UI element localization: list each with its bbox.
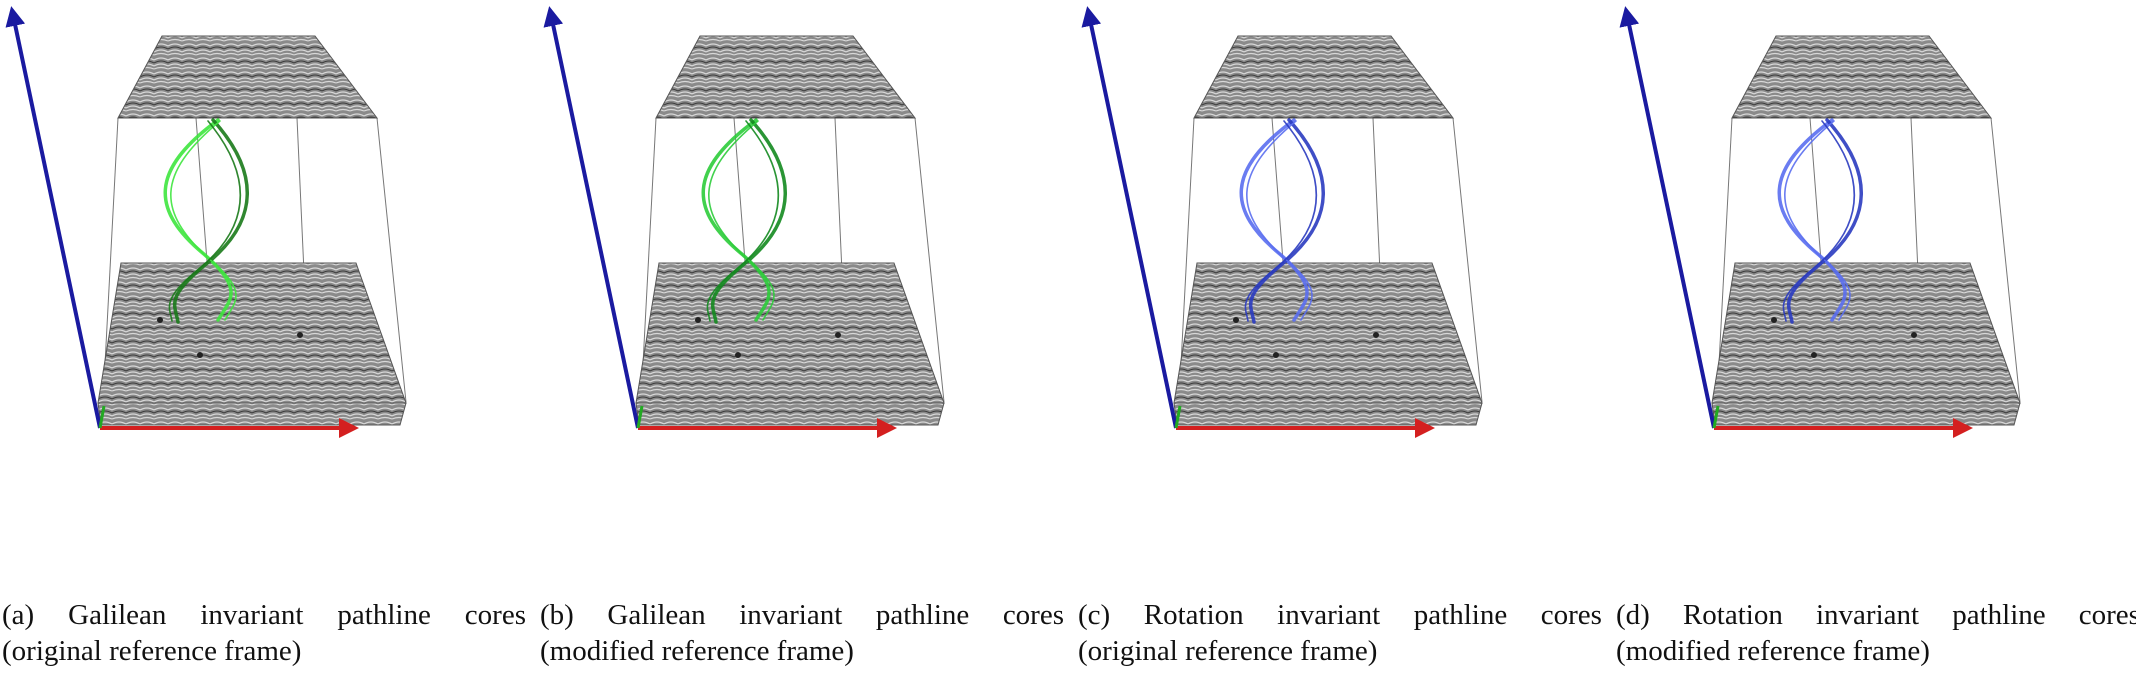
pathline-core xyxy=(701,118,771,322)
pathline-core xyxy=(1246,120,1313,321)
pathline-core xyxy=(1786,118,1863,324)
pathline-core xyxy=(710,118,787,324)
vortex-center xyxy=(1373,332,1379,338)
panel-a-caption: (a) Galilean invariant pathline cores (o… xyxy=(2,597,526,669)
bottom-plane-edge xyxy=(1711,402,2021,426)
panel-a-render xyxy=(5,6,407,438)
caption-line1: (a) Galilean invariant pathline cores xyxy=(2,597,526,633)
vertical-axis-arrow xyxy=(5,6,102,429)
depth-axis xyxy=(636,405,644,429)
vertical-axis-arrow xyxy=(1619,6,1716,429)
panel-a: (a) Galilean invariant pathline cores (o… xyxy=(0,0,534,678)
caption-word: invariant xyxy=(200,599,304,631)
caption-line1: (b) Galilean invariant pathline cores xyxy=(540,597,1064,633)
bottom-plane-edge xyxy=(97,402,407,426)
pathline-cores xyxy=(1777,118,1863,324)
pathline-core xyxy=(1784,120,1851,321)
caption-word: invariant xyxy=(1277,599,1381,631)
panel-c-render xyxy=(1081,6,1483,438)
vortex-center xyxy=(157,317,163,323)
bottom-plane-edge xyxy=(635,402,945,426)
vortex-center xyxy=(1911,332,1917,338)
panel-c: (c) Rotation invariant pathline cores (o… xyxy=(1076,0,1610,678)
caption-line1: (d) Rotation invariant pathline cores xyxy=(1616,597,2136,633)
caption-word: pathline xyxy=(337,599,431,631)
pathline-core xyxy=(708,120,775,321)
caption-line1: (c) Rotation invariant pathline cores xyxy=(1078,597,1602,633)
bottom-plane xyxy=(1711,262,2021,404)
caption-word: pathline xyxy=(875,599,970,631)
panel-d-caption: (d) Rotation invariant pathline cores (m… xyxy=(1616,597,2136,669)
depth-axis xyxy=(98,405,106,429)
vertical-axis-arrow xyxy=(543,6,640,429)
bottom-plane xyxy=(1173,262,1483,404)
caption-word: cores xyxy=(1002,599,1064,631)
pathline-cores xyxy=(701,118,787,324)
caption-word: Galilean xyxy=(607,599,706,631)
caption-word: invariant xyxy=(739,599,843,631)
depth-axis xyxy=(1712,405,1720,429)
pathline-core xyxy=(170,120,237,321)
panel-b-render xyxy=(543,6,945,438)
vortex-center xyxy=(735,352,741,358)
caption-word: cores xyxy=(1540,599,1602,631)
caption-word: (c) xyxy=(1078,599,1111,631)
caption-word: Rotation xyxy=(1143,599,1244,631)
vortex-center xyxy=(297,332,303,338)
top-plane xyxy=(655,35,917,119)
bottom-plane xyxy=(97,262,407,404)
vortex-center xyxy=(1233,317,1239,323)
vortex-center xyxy=(695,317,701,323)
panel-d: (d) Rotation invariant pathline cores (m… xyxy=(1614,0,2136,678)
pathline-core xyxy=(1239,118,1309,322)
pathline-core xyxy=(172,118,249,324)
caption-word: Rotation xyxy=(1682,599,1783,631)
caption-word: (d) xyxy=(1616,599,1650,631)
bottom-plane xyxy=(635,262,945,404)
pathline-core xyxy=(706,120,780,322)
panel-b-caption: (b) Galilean invariant pathline cores (m… xyxy=(540,597,1064,669)
vortex-center xyxy=(197,352,203,358)
caption-word: cores xyxy=(2078,599,2136,631)
vortex-center xyxy=(1811,352,1817,358)
pathline-cores xyxy=(163,118,249,324)
caption-line2: (original reference frame) xyxy=(2,635,302,667)
pathline-core xyxy=(163,118,233,322)
caption-word: Galilean xyxy=(68,599,167,631)
caption-word: (b) xyxy=(540,599,574,631)
caption-word: cores xyxy=(464,599,526,631)
pathline-core xyxy=(1248,118,1325,324)
top-plane xyxy=(117,35,379,119)
pathline-core xyxy=(1782,120,1856,322)
caption-line2: (modified reference frame) xyxy=(540,635,854,667)
pathline-core xyxy=(1777,118,1847,322)
top-plane xyxy=(1731,35,1993,119)
vortex-center xyxy=(835,332,841,338)
caption-line2: (modified reference frame) xyxy=(1616,635,1930,667)
depth-axis xyxy=(1174,405,1182,429)
panel-b: (b) Galilean invariant pathline cores (m… xyxy=(538,0,1072,678)
top-plane xyxy=(1193,35,1455,119)
caption-word: invariant xyxy=(1816,599,1920,631)
caption-word: pathline xyxy=(1413,599,1508,631)
vertical-axis-arrow xyxy=(1081,6,1178,429)
panel-c-caption: (c) Rotation invariant pathline cores (o… xyxy=(1078,597,1602,669)
bottom-plane-edge xyxy=(1173,402,1483,426)
panel-d-render xyxy=(1619,6,2021,438)
vortex-center xyxy=(1273,352,1279,358)
pathline-cores xyxy=(1239,118,1325,324)
caption-line2: (original reference frame) xyxy=(1078,635,1378,667)
pathline-core xyxy=(1244,120,1318,322)
caption-word: pathline xyxy=(1952,599,2046,631)
caption-word: (a) xyxy=(2,599,35,631)
vortex-center xyxy=(1771,317,1777,323)
pathline-core xyxy=(168,120,242,322)
